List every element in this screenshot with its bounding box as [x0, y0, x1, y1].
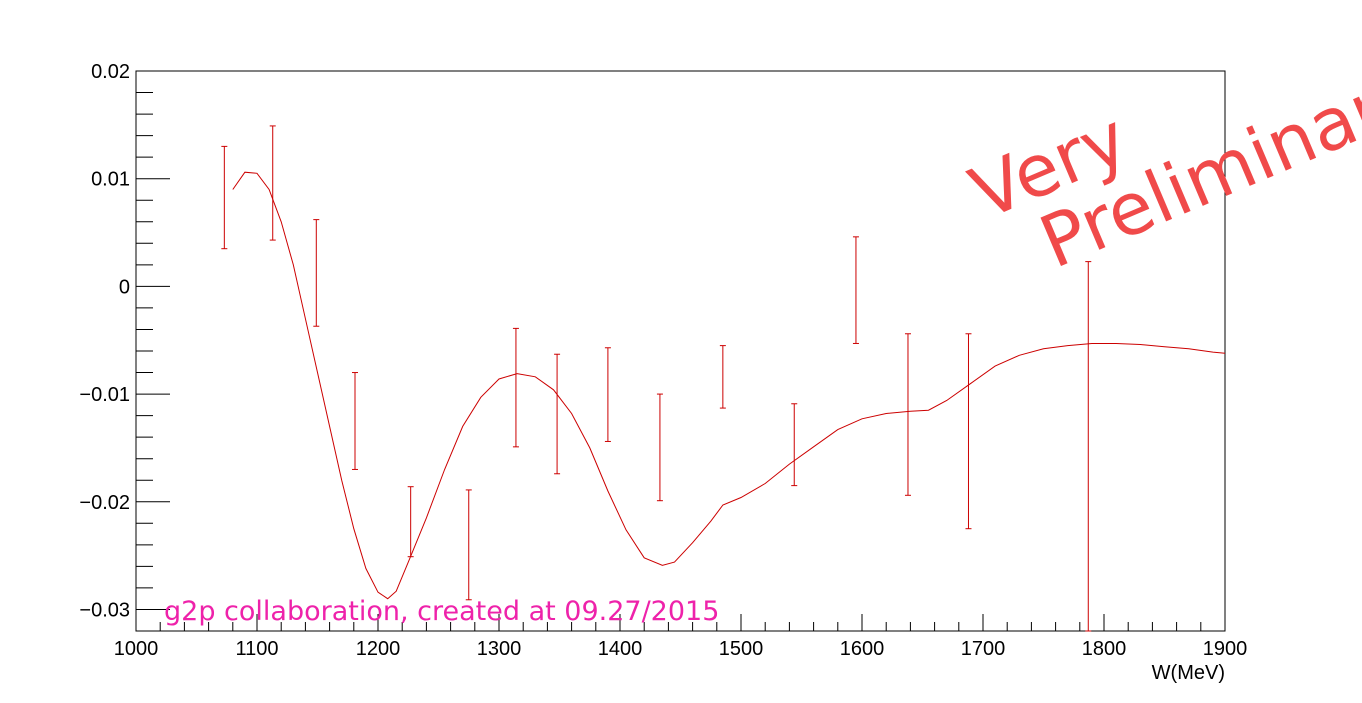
data-point: [407, 486, 414, 558]
x-tick-label: 1700: [961, 638, 1006, 660]
x-tick-label: 1900: [1203, 638, 1248, 660]
preliminary-stamp: Very Preliminary: [959, 48, 1362, 284]
x-tick-label: 1100: [235, 638, 278, 660]
data-point: [465, 489, 472, 601]
data-point: [1085, 261, 1092, 632]
y-tick-label: −0.03: [79, 599, 130, 621]
data-point: [554, 353, 561, 475]
y-tick-label: 0.02: [91, 61, 130, 83]
data-point: [512, 327, 519, 448]
x-tick-label: 1000: [114, 638, 159, 660]
y-tick-label: 0.01: [91, 169, 130, 191]
data-point: [604, 347, 611, 442]
x-tick-label: 1400: [598, 638, 643, 660]
data-point: [904, 333, 911, 496]
data-point: [656, 393, 663, 502]
data-point: [269, 125, 276, 241]
data-point: [791, 403, 798, 487]
x-tick-label: 1600: [840, 638, 885, 660]
fit-curve: [232, 171, 1226, 600]
data-point: [313, 219, 320, 327]
error-bars: [221, 125, 1092, 632]
data-point: [352, 372, 359, 470]
x-axis-ticks: [135, 614, 1226, 631]
x-axis-tick-labels: 1000 1100 1200 1300 1400 1500 1600 1700 1800 1900: [114, 638, 1248, 660]
y-tick-label: −0.02: [79, 492, 130, 514]
y-axis-tick-labels: 0.02 0.01 0 −0.01 −0.02 −0.03: [79, 61, 130, 621]
x-tick-label: 1300: [477, 638, 522, 660]
data-point: [965, 333, 972, 530]
data-point: [852, 236, 859, 344]
y-tick-label: 0: [119, 276, 130, 298]
collaboration-note: g2p collaboration, created at 09.27/2015: [164, 596, 719, 627]
x-tick-label: 1500: [719, 638, 764, 660]
x-axis-title: W(MeV): [1152, 662, 1225, 684]
data-point: [221, 145, 228, 250]
x-tick-label: 1800: [1082, 638, 1127, 660]
data-point: [719, 345, 726, 409]
y-axis-ticks: [136, 70, 170, 632]
y-tick-label: −0.01: [79, 384, 130, 406]
x-tick-label: 1200: [356, 638, 401, 660]
